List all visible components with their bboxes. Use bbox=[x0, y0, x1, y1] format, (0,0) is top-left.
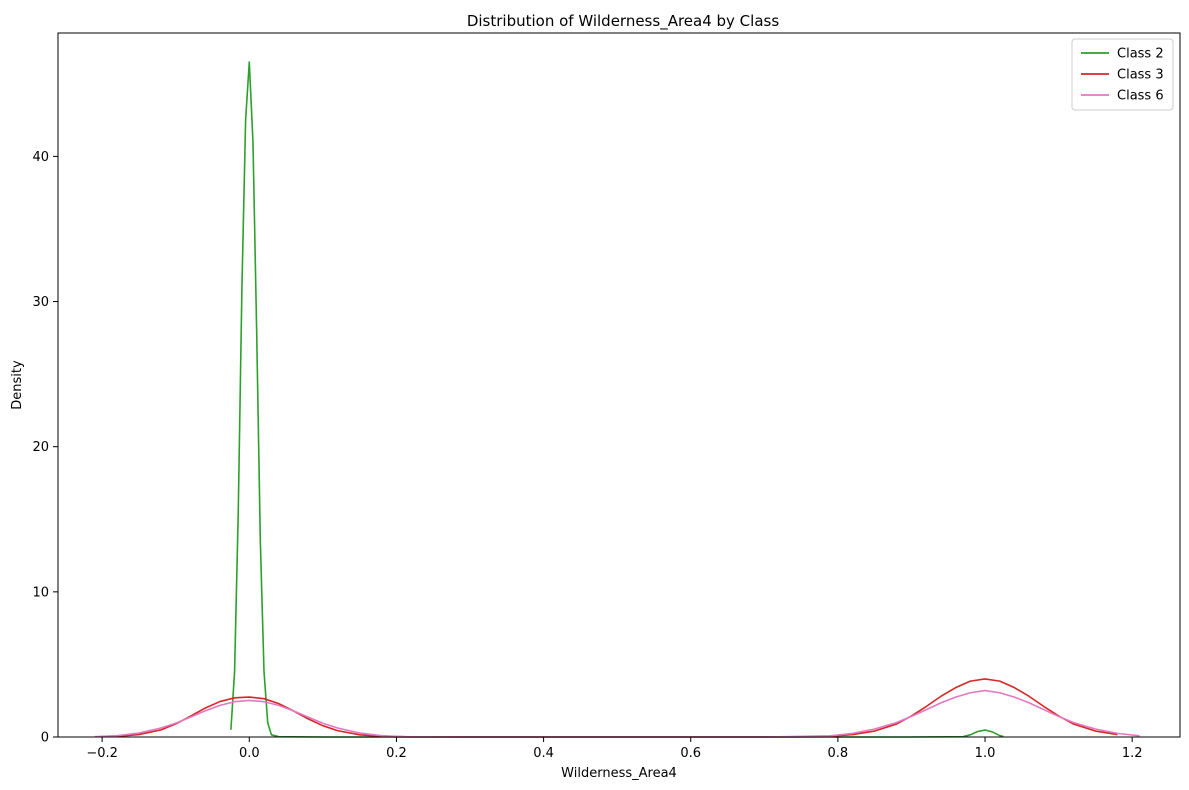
y-axis: 0 10 20 30 40 bbox=[32, 150, 58, 746]
x-tick-label: 1.2 bbox=[1122, 746, 1143, 761]
plot-frame bbox=[57, 32, 1181, 738]
legend-label: Class 6 bbox=[1117, 89, 1164, 104]
x-axis: −0.2 0.0 0.2 0.4 0.6 0.8 1.0 1.2 bbox=[86, 737, 1143, 761]
x-tick-label: 0.0 bbox=[239, 746, 260, 761]
x-tick-label: 1.0 bbox=[975, 746, 996, 761]
legend-label: Class 2 bbox=[1117, 47, 1164, 62]
x-tick-label: 0.6 bbox=[680, 746, 701, 761]
y-tick-label: 0 bbox=[41, 731, 49, 746]
x-tick-label: 0.4 bbox=[533, 746, 554, 761]
x-tick-label: −0.2 bbox=[86, 746, 118, 761]
plot-area bbox=[94, 61, 1140, 738]
x-axis-label: Wilderness_Area4 bbox=[561, 766, 677, 781]
y-tick-label: 30 bbox=[32, 295, 49, 310]
series-line-class-2 bbox=[230, 61, 1004, 738]
y-tick-label: 40 bbox=[32, 150, 49, 165]
y-tick-label: 10 bbox=[32, 585, 49, 600]
x-tick-label: 0.2 bbox=[386, 746, 407, 761]
y-axis-label: Density bbox=[10, 360, 25, 410]
legend: Class 2 Class 3 Class 6 bbox=[1071, 38, 1174, 111]
legend-label: Class 3 bbox=[1117, 68, 1164, 83]
x-tick-label: 0.8 bbox=[828, 746, 849, 761]
chart-title: Distribution of Wilderness_Area4 by Clas… bbox=[467, 12, 780, 31]
y-tick-label: 20 bbox=[32, 440, 49, 455]
legend-box bbox=[1071, 38, 1174, 111]
